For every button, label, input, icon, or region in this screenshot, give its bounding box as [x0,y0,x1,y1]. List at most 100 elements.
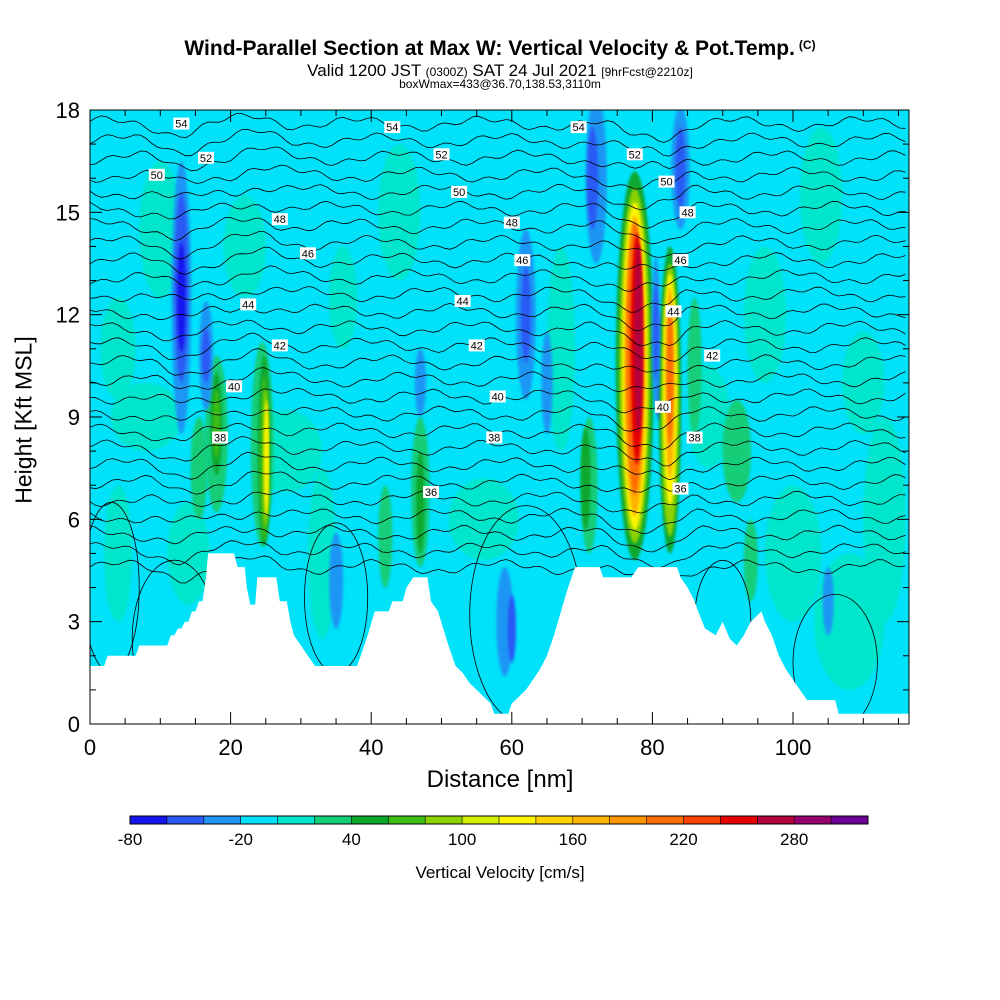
theta-label-bg [686,431,703,444]
theta-contour [90,200,906,229]
theta-label-text: 42 [706,351,718,363]
copyright-mark: (C) [798,38,816,52]
theta-label-bg [570,121,587,134]
theta-label-text: 44 [456,296,468,308]
theta-contour [90,348,906,376]
theta-contour [90,231,906,260]
colorbar-tick-label: -80 [118,830,143,849]
theta-label-text: 36 [674,484,686,496]
theta-contour [90,332,906,362]
theta-label: 36 [423,486,439,499]
colorbar-swatch [314,816,352,824]
terrain [90,553,909,724]
theta-label: 48 [679,206,696,219]
velocity-cell [223,195,266,298]
theta-contour [90,524,906,553]
velocity-cell [104,485,133,622]
theta-label-text: 54 [175,119,187,131]
colorbar-swatch [166,816,205,824]
theta-contour [90,319,906,347]
theta-label: 38 [486,431,503,445]
theta-label: 42 [468,339,485,352]
theta-label-text: 42 [274,340,286,352]
theta-label: 52 [626,148,643,161]
velocity-cell [521,266,531,363]
theta-label-text: 48 [506,218,518,230]
velocity-cell [722,399,751,503]
theta-label-text: 50 [151,170,163,182]
theta-label-text: 48 [274,214,286,226]
theta-label-bg [271,339,288,352]
theta-label: 48 [271,213,288,226]
theta-label-text: 46 [674,255,686,267]
theta-contour [90,164,906,190]
theta-label-bg [423,486,439,498]
velocity-cell [580,427,591,530]
x-tick-label: 40 [359,735,383,760]
chart-title: Wind-Parallel Section at Max W: Vertical… [0,37,1000,61]
theta-label-bg [454,295,471,307]
theta-label: 44 [665,305,682,318]
theta-label-bg [299,247,316,260]
theta-label: 46 [299,247,316,260]
theta-label: 54 [384,121,401,134]
theta-label-text: 40 [657,402,669,414]
theta-label: 50 [451,185,468,199]
theta-label: 38 [686,431,703,445]
theta-contour [90,451,906,481]
colorbar-swatch [240,816,278,824]
velocity-cell [378,144,421,281]
theta-contour-loop [792,594,878,724]
theta-label: 40 [654,400,671,414]
theta-label: 42 [271,339,288,352]
theta-label: 54 [570,121,587,134]
colorbar-swatch [425,816,463,824]
colorbar-swatch [572,816,610,824]
theta-label-bg [514,254,531,267]
terrain-profile [90,553,909,724]
theta-label-bg [672,254,689,267]
theta-contour [90,285,906,313]
colorbar-swatch [462,816,500,824]
y-tick-label: 6 [68,507,80,532]
theta-label-text: 46 [302,248,314,260]
theta-contour [90,405,906,432]
theta-label: 50 [148,168,165,182]
x-axis-label: Distance [nm] [426,766,574,793]
velocity-cell [139,161,182,298]
theta-label-text: 52 [629,149,641,161]
theta-contour [90,470,906,495]
theta-label-bg [226,380,243,393]
theta-contour [90,217,906,245]
theta-label-text: 50 [660,177,672,189]
x-tick-label: 0 [84,735,96,760]
theta-label-text: 38 [488,433,500,445]
velocity-cell [111,382,182,452]
theta-label-text: 50 [453,187,465,199]
y-tick-label: 15 [56,200,80,225]
x-tick-label: 80 [640,735,664,760]
theta-label-bg [672,482,689,495]
theta-labels: 54 52 50 48 46 44 42 40 38 54 52 50 48 46 44 42 40 38 36 54… [148,117,721,499]
colorbar-tick-label: 100 [448,830,476,849]
colorbar-swatch [646,816,684,824]
theta-label-text: 44 [667,306,679,318]
chart-title-text: Wind-Parallel Section at Max W: Vertical… [184,37,795,60]
theta-label-bg [503,216,520,229]
theta-label-bg [486,431,503,444]
theta-contour [90,184,906,211]
theta-label-bg [489,390,506,403]
theta-contour [90,246,906,275]
theta-label-bg [658,175,675,188]
velocity-cell [863,417,906,622]
colorbar-swatch [794,816,832,824]
velocity-cell [213,389,220,458]
theta-label: 38 [212,431,229,445]
y-tick-label: 9 [68,405,80,430]
theta-label: 50 [658,175,675,189]
velocity-cell [264,399,269,516]
theta-contour [90,436,906,467]
velocity-cell [653,283,659,380]
velocity-cell [822,567,834,636]
